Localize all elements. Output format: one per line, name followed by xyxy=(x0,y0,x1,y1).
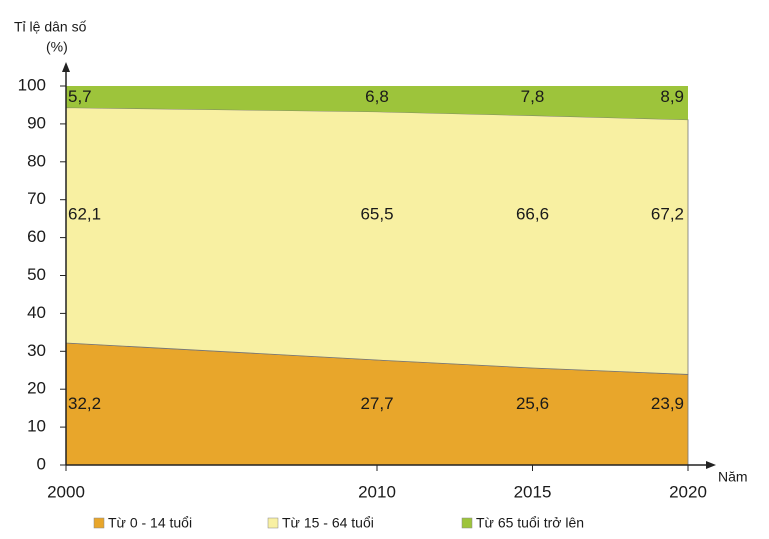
legend-label: Từ 65 tuổi trở lên xyxy=(476,515,584,531)
legend-label: Từ 0 - 14 tuổi xyxy=(108,515,192,531)
y-tick-label: 60 xyxy=(27,227,46,246)
legend-swatch xyxy=(268,518,278,528)
data-label: 27,7 xyxy=(360,394,393,413)
y-tick-label: 10 xyxy=(27,417,46,436)
data-label: 62,1 xyxy=(68,204,101,223)
y-tick-label: 100 xyxy=(18,75,46,94)
y-tick-label: 0 xyxy=(37,454,46,473)
data-label: 25,6 xyxy=(516,394,549,413)
x-tick-label: 2015 xyxy=(514,482,552,501)
y-tick-label: 90 xyxy=(27,113,46,132)
chart: Tỉ lệ dân số (%) Năm 32,2 27,7 25,6 23,9 62,… xyxy=(0,0,769,539)
y-tick-label: 70 xyxy=(27,189,46,208)
data-label: 5,7 xyxy=(68,87,92,106)
y-axis-arrow xyxy=(62,62,70,72)
data-label: 6,8 xyxy=(365,87,389,106)
data-label: 8,9 xyxy=(660,87,684,106)
legend-label: Từ 15 - 64 tuổi xyxy=(282,515,374,531)
y-axis-label: (%) xyxy=(46,39,68,55)
y-axis-label: Tỉ lệ dân số xyxy=(14,19,87,35)
data-label: 67,2 xyxy=(651,204,684,223)
legend-swatch xyxy=(94,518,104,528)
data-label: 7,8 xyxy=(521,87,545,106)
y-tick-label: 50 xyxy=(27,265,46,284)
data-label: 65,5 xyxy=(360,204,393,223)
y-tick-label: 40 xyxy=(27,303,46,322)
page: {"chart_data": {"type": "stacked-area", … xyxy=(0,0,769,539)
x-tick-label: 2020 xyxy=(669,482,707,501)
x-axis-label: Năm xyxy=(718,469,748,485)
y-tick-label: 80 xyxy=(27,151,46,170)
y-tick-label: 30 xyxy=(27,341,46,360)
data-label: 66,6 xyxy=(516,204,549,223)
area xyxy=(66,108,688,375)
data-label: 23,9 xyxy=(651,394,684,413)
x-tick-label: 2010 xyxy=(358,482,396,501)
x-tick-label: 2000 xyxy=(47,482,85,501)
data-label: 32,2 xyxy=(68,394,101,413)
legend-swatch xyxy=(462,518,472,528)
x-axis-arrow xyxy=(706,461,716,469)
y-tick-label: 20 xyxy=(27,379,46,398)
